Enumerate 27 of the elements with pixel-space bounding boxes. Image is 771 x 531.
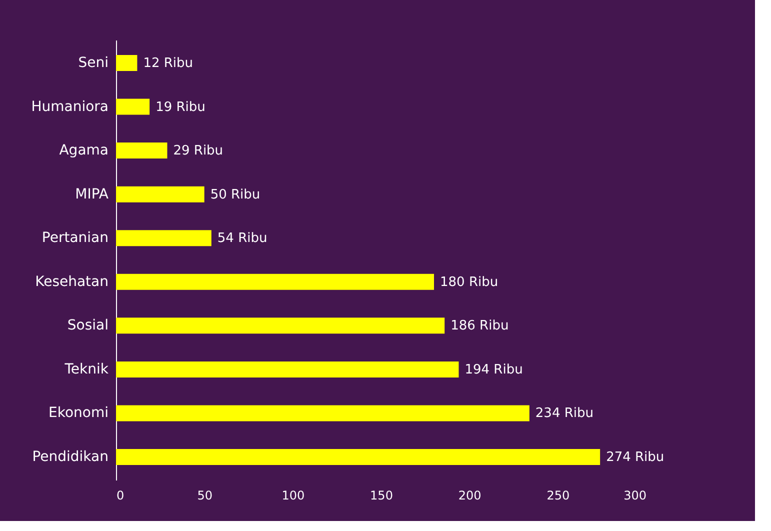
data-label: 274 Ribu xyxy=(606,450,664,466)
data-label: 234 Ribu xyxy=(535,406,594,422)
data-label: 186 Ribu xyxy=(450,318,509,334)
x-tick-label: 150 xyxy=(370,488,393,502)
y-tick-label: MIPA xyxy=(75,186,109,202)
x-tick-label: 250 xyxy=(546,488,570,502)
data-label: 50 Ribu xyxy=(210,187,260,202)
x-tick-label: 200 xyxy=(458,488,482,502)
y-tick-label: Sosial xyxy=(67,318,108,334)
data-label: 29 Ribu xyxy=(173,144,224,159)
x-tick-label: 0 xyxy=(116,488,124,502)
y-tick-label: Humaniora xyxy=(31,98,108,115)
y-tick-label: Pertanian xyxy=(42,230,108,246)
x-tick-label: 100 xyxy=(282,488,305,502)
data-label: 12 Ribu xyxy=(143,56,194,71)
y-tick-label: Pendidikan xyxy=(32,449,108,466)
y-tick-label: Kesehatan xyxy=(35,274,108,290)
data-label: 194 Ribu xyxy=(464,362,523,378)
y-tick-label: Ekonomi xyxy=(48,405,108,422)
y-tick-label: Agama xyxy=(59,142,108,159)
x-tick-label: 300 xyxy=(624,488,646,502)
data-label: 54 Ribu xyxy=(217,231,268,246)
y-tick-label: Seni xyxy=(78,54,108,71)
data-label: 19 Ribu xyxy=(156,100,206,115)
data-label: 180 Ribu xyxy=(440,274,498,290)
y-tick-label: Teknik xyxy=(64,361,110,378)
x-tick-label: 50 xyxy=(197,488,212,502)
